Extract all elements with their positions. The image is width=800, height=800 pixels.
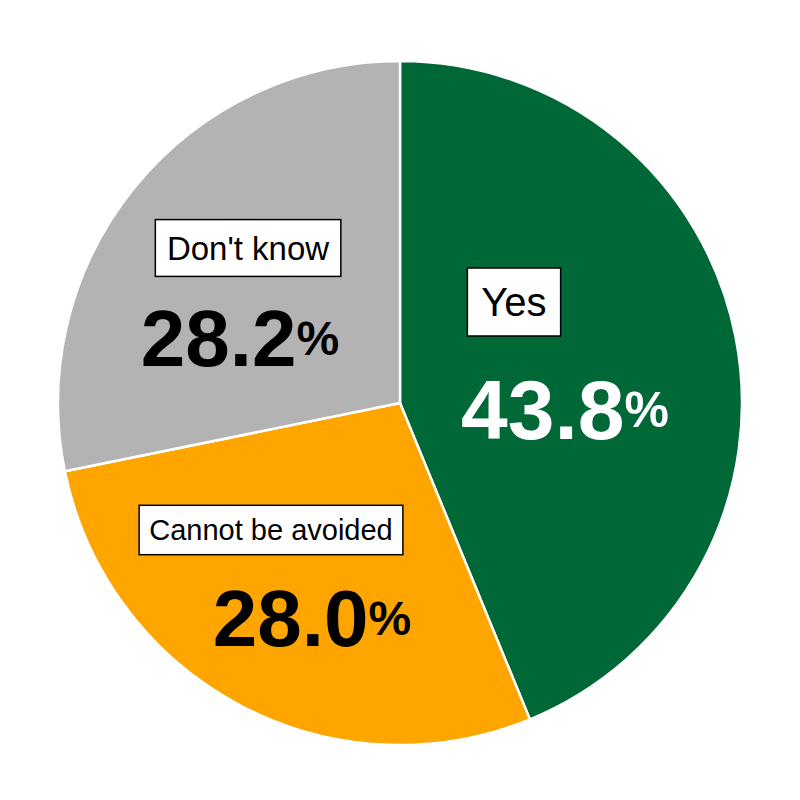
label-box	[155, 220, 340, 277]
category-label: Don't know	[155, 220, 340, 277]
label-box	[467, 268, 560, 336]
slices	[58, 61, 742, 745]
category-text: Cannot be avoided	[149, 514, 392, 546]
value-label: 28.2%	[141, 294, 339, 383]
value-label: 43.8%	[461, 363, 669, 457]
label-box	[139, 505, 403, 554]
pie-slice	[58, 61, 400, 471]
category-text: Don't know	[167, 230, 329, 267]
category-text: Yes	[481, 280, 546, 324]
value-label: 28.0%	[213, 574, 411, 663]
chart: Yes 43.8% Cannot be avoided 28.0% Don't know…	[0, 0, 800, 800]
category-label: Yes	[467, 268, 560, 336]
labels: Yes 43.8% Cannot be avoided 28.0% Don't know…	[139, 220, 669, 663]
category-label: Cannot be avoided	[139, 505, 403, 554]
